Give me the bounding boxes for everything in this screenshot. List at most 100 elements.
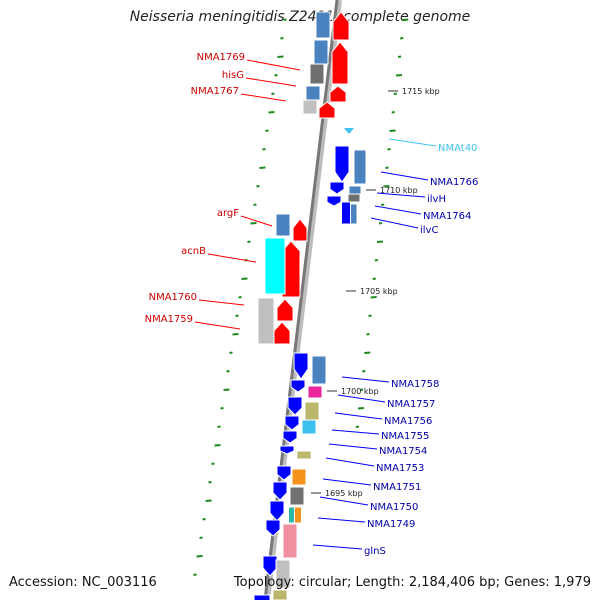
gene-rev[interactable] (265, 519, 281, 537)
gene-cds-shape[interactable] (257, 297, 275, 345)
gene-rev[interactable] (334, 145, 350, 183)
gene-cds-shape[interactable] (315, 11, 331, 39)
gene-rev-shape[interactable] (341, 201, 351, 225)
gene-fwd-shape[interactable] (273, 321, 291, 345)
gene-cds-shape[interactable] (289, 486, 305, 506)
gene-cds-shape[interactable] (294, 506, 302, 524)
gene-fwd-shape[interactable] (332, 11, 350, 41)
gene-fwd-shape[interactable] (292, 218, 308, 242)
gene-rev-shape[interactable] (293, 352, 309, 380)
label-nma1756[interactable]: NMA1756 (384, 416, 432, 427)
label-nma1764[interactable]: NMA1764 (423, 211, 471, 222)
label-nma1766[interactable]: NMA1766 (430, 177, 478, 188)
gene-rev[interactable] (341, 201, 351, 225)
gene-cds[interactable] (264, 237, 286, 295)
label-argf[interactable]: argF (217, 208, 239, 219)
gene-cds[interactable] (282, 523, 298, 559)
label-nmat40[interactable]: NMAt40 (438, 143, 477, 154)
gene-fwd[interactable] (273, 321, 291, 345)
gene-rev-shape[interactable] (262, 555, 278, 577)
gene-cds-shape[interactable] (347, 193, 361, 203)
label-glns[interactable]: glnS (364, 546, 386, 557)
gene-fwd-shape[interactable] (276, 298, 294, 322)
gene-cds[interactable] (305, 85, 321, 101)
gene-fwd-shape[interactable] (331, 41, 349, 85)
gene-rev[interactable] (269, 500, 285, 522)
gene-rev[interactable] (262, 555, 278, 577)
gene-cds-shape[interactable] (264, 237, 286, 295)
gene-rev-shape[interactable] (326, 195, 342, 207)
label-nma1759[interactable]: NMA1759 (145, 314, 193, 325)
gene-cds-shape[interactable] (302, 99, 318, 115)
gene-rev-shape[interactable] (290, 379, 306, 393)
label-nma1769[interactable]: NMA1769 (197, 52, 245, 63)
gene-fwd[interactable] (318, 101, 336, 119)
gene-cds-shape[interactable] (313, 39, 329, 65)
gene-cds[interactable] (257, 297, 275, 345)
gene-rev-shape[interactable] (287, 396, 303, 416)
gene-cds[interactable] (294, 506, 302, 524)
gene-rev-shape[interactable] (272, 481, 288, 501)
gene-rev[interactable] (326, 195, 342, 207)
gene-cds-shape[interactable] (275, 559, 291, 589)
gene-fwd[interactable] (329, 85, 347, 103)
gene-rev[interactable] (253, 594, 271, 600)
gene-cds-shape[interactable] (304, 401, 320, 421)
label-nma1758[interactable]: NMA1758 (391, 379, 439, 390)
gene-fwd[interactable] (292, 218, 308, 242)
gene-cds-shape[interactable] (307, 385, 323, 399)
gene-cds[interactable] (301, 419, 317, 435)
label-ilvc[interactable]: ilvC (420, 225, 438, 236)
label-nma1751[interactable]: NMA1751 (373, 482, 421, 493)
gene-cds[interactable] (309, 63, 325, 85)
gene-rev[interactable] (276, 465, 292, 481)
label-nma1767[interactable]: NMA1767 (191, 86, 239, 97)
gene-cds[interactable] (307, 385, 323, 399)
gene-rev-shape[interactable] (282, 430, 298, 444)
gene-fwd[interactable] (331, 41, 349, 85)
label-acnb[interactable]: acnB (181, 246, 206, 257)
trna-marker[interactable] (344, 128, 354, 134)
gene-cds[interactable] (275, 213, 291, 237)
label-ilvh[interactable]: ilvH (427, 194, 446, 205)
gene-cds[interactable] (353, 149, 367, 185)
label-nma1754[interactable]: NMA1754 (379, 446, 427, 457)
gene-cds[interactable] (275, 559, 291, 589)
gene-rev[interactable] (279, 445, 295, 455)
gene-fwd-shape[interactable] (329, 85, 347, 103)
gene-rev-shape[interactable] (284, 415, 300, 431)
gene-fwd-shape[interactable] (318, 101, 336, 119)
gene-cds[interactable] (302, 99, 318, 115)
gene-cds[interactable] (315, 11, 331, 39)
label-nma1753[interactable]: NMA1753 (376, 463, 424, 474)
gene-cds-shape[interactable] (282, 523, 298, 559)
gene-cds-shape[interactable] (309, 63, 325, 85)
gene-rev-shape[interactable] (253, 594, 271, 600)
gene-cds[interactable] (304, 401, 320, 421)
gene-rev[interactable] (282, 430, 298, 444)
gene-cds[interactable] (313, 39, 329, 65)
gene-cds-shape[interactable] (305, 85, 321, 101)
gene-cds[interactable] (272, 589, 288, 600)
gene-rev[interactable] (293, 352, 309, 380)
label-nma1749[interactable]: NMA1749 (367, 519, 415, 530)
gene-cds-shape[interactable] (291, 468, 307, 486)
label-nma1750[interactable]: NMA1750 (370, 502, 418, 513)
gene-rev-shape[interactable] (329, 181, 345, 195)
gene-cds-shape[interactable] (353, 149, 367, 185)
gene-fwd[interactable] (276, 298, 294, 322)
gene-cds-shape[interactable] (311, 355, 327, 385)
gene-rev[interactable] (329, 181, 345, 195)
label-nma1760[interactable]: NMA1760 (149, 292, 197, 303)
label-nma1755[interactable]: NMA1755 (381, 431, 429, 442)
gene-cds[interactable] (347, 193, 361, 203)
gene-cds-shape[interactable] (272, 589, 288, 600)
gene-rev[interactable] (290, 379, 306, 393)
gene-rev[interactable] (284, 415, 300, 431)
label-hisg[interactable]: hisG (222, 70, 244, 81)
gene-rev[interactable] (272, 481, 288, 501)
gene-rev-shape[interactable] (276, 465, 292, 481)
gene-fwd[interactable] (332, 11, 350, 41)
gene-cds[interactable] (291, 468, 307, 486)
